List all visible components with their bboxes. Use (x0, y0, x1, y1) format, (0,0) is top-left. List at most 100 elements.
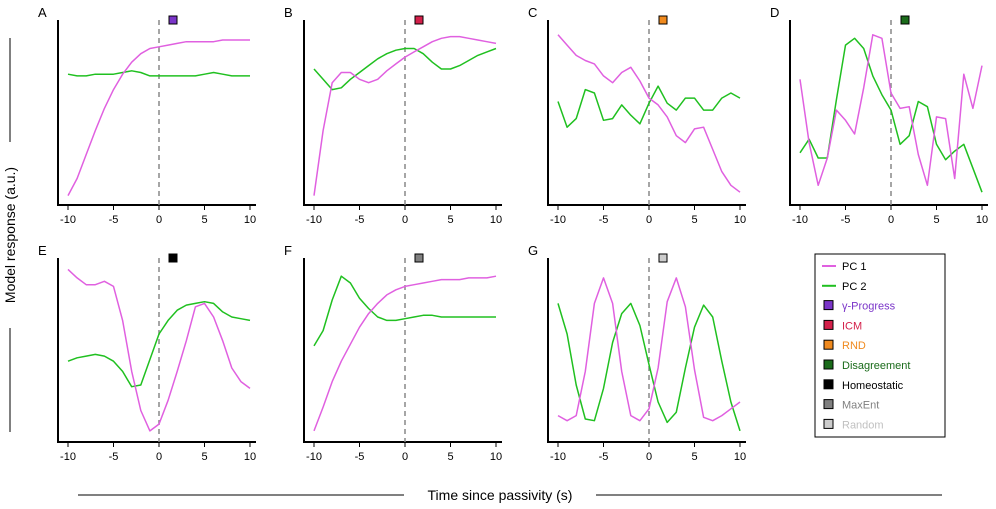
series-line-pc2 (799, 37, 983, 193)
series-line-pc1 (799, 34, 983, 187)
x-tick-label: -10 (550, 214, 566, 226)
legend: PC 1 PC 2 γ-Progress ICM RND Disagreement Home… (814, 253, 946, 438)
x-tick-label: 5 (447, 451, 453, 463)
x-tick-label: 5 (201, 214, 207, 226)
x-tick-label: 5 (691, 451, 697, 463)
legend-label: ICM (842, 320, 862, 332)
x-tick-label: 0 (646, 451, 652, 463)
x-tick-label: 10 (490, 451, 502, 463)
x-tick-label: 0 (156, 451, 162, 463)
x-axis-title: Time since passivity (s) (428, 487, 573, 503)
series-line-pc1 (557, 34, 741, 193)
legend-item: γ-Progress (823, 300, 896, 313)
panel-e: E -10 -5 0 5 10 (38, 243, 256, 463)
series-line-pc2 (313, 47, 497, 91)
series-line-pc2 (313, 275, 496, 347)
x-tick-label: 5 (201, 451, 207, 463)
legend-item: PC 2 (822, 281, 866, 293)
model-marker (168, 15, 178, 25)
series-line-pc1 (67, 268, 251, 432)
legend-square-swatch (823, 399, 834, 410)
x-tick-label: -5 (355, 214, 365, 226)
x-tick-label: 5 (691, 214, 697, 226)
x-tick-label: -10 (60, 451, 76, 463)
x-tick-label: -5 (599, 214, 609, 226)
legend-item: Homeostatic (823, 379, 904, 392)
x-tick-label: 10 (734, 214, 746, 226)
x-tick-label: -5 (109, 451, 119, 463)
x-tick-label: 10 (734, 451, 746, 463)
panel-letter: C (528, 5, 537, 20)
panel-letter: B (284, 5, 293, 20)
x-tick-label: 0 (402, 451, 408, 463)
legend-square-swatch (823, 300, 834, 311)
series-line-pc1 (557, 277, 741, 422)
legend-box (814, 253, 946, 438)
x-tick-label: -5 (841, 214, 851, 226)
panels: A -10 -5 0 5 10 B -10 -5 0 5 10 C -10 -5 0 5 10 D -10 -5 0 5 10… (38, 5, 988, 463)
x-tick-label: -10 (306, 451, 322, 463)
series-line-pc2 (67, 70, 250, 77)
model-marker (658, 15, 668, 25)
panel-letter: D (770, 5, 779, 20)
legend-item: MaxEnt (823, 399, 879, 412)
x-tick-label: -10 (550, 451, 566, 463)
legend-label: γ-Progress (842, 301, 896, 313)
panel-b: B -10 -5 0 5 10 (284, 5, 502, 226)
series-line-pc2 (557, 302, 741, 432)
x-tick-label: 0 (646, 214, 652, 226)
legend-label: Homeostatic (842, 380, 904, 392)
series-line-pc1 (313, 275, 497, 432)
x-tick-label: 5 (933, 214, 939, 226)
x-tick-label: 10 (490, 214, 502, 226)
series-line-pc2 (67, 300, 251, 388)
x-tick-label: -10 (792, 214, 808, 226)
model-marker (414, 15, 424, 25)
legend-item: Random (823, 418, 884, 431)
legend-item: PC 1 (822, 261, 866, 273)
x-tick-label: 10 (976, 214, 988, 226)
legend-square-swatch (823, 379, 834, 390)
legend-square-swatch (823, 359, 834, 370)
x-tick-label: 10 (244, 451, 256, 463)
x-tick-label: -5 (109, 214, 119, 226)
legend-square-swatch (823, 339, 834, 350)
series-line-pc1 (313, 35, 497, 196)
x-tick-label: 0 (888, 214, 894, 226)
panel-g: G -10 -5 0 5 10 (528, 243, 746, 463)
x-tick-label: -5 (599, 451, 609, 463)
legend-label: RND (842, 340, 866, 352)
model-marker (900, 15, 910, 25)
panel-f: F -10 -5 0 5 10 (284, 243, 502, 463)
x-tick-label: 0 (156, 214, 162, 226)
legend-label: Random (842, 419, 884, 431)
panel-letter: F (284, 243, 292, 258)
panel-a: A -10 -5 0 5 10 (38, 5, 256, 226)
legend-label: PC 2 (842, 281, 866, 293)
series-line-pc1 (67, 39, 250, 196)
panel-letter: E (38, 243, 47, 258)
legend-square-swatch (823, 319, 834, 330)
model-marker (658, 253, 668, 263)
panel-letter: G (528, 243, 538, 258)
legend-item: RND (823, 339, 866, 352)
panel-d: D -10 -5 0 5 10 (770, 5, 988, 226)
legend-square-swatch (823, 418, 834, 429)
x-tick-label: 10 (244, 214, 256, 226)
x-tick-label: -5 (355, 451, 365, 463)
x-tick-label: -10 (60, 214, 76, 226)
panel-letter: A (38, 5, 47, 20)
series-line-pc2 (557, 85, 741, 128)
legend-item: Disagreement (823, 359, 910, 372)
y-axis-title: Model response (a.u.) (2, 167, 18, 303)
model-marker (168, 253, 178, 263)
legend-label: PC 1 (842, 261, 866, 273)
x-tick-label: 5 (447, 214, 453, 226)
legend-label: MaxEnt (842, 400, 879, 412)
model-marker (414, 253, 424, 263)
panel-c: C -10 -5 0 5 10 (528, 5, 746, 226)
x-tick-label: -10 (306, 214, 322, 226)
legend-label: Disagreement (842, 360, 910, 372)
x-tick-label: 0 (402, 214, 408, 226)
